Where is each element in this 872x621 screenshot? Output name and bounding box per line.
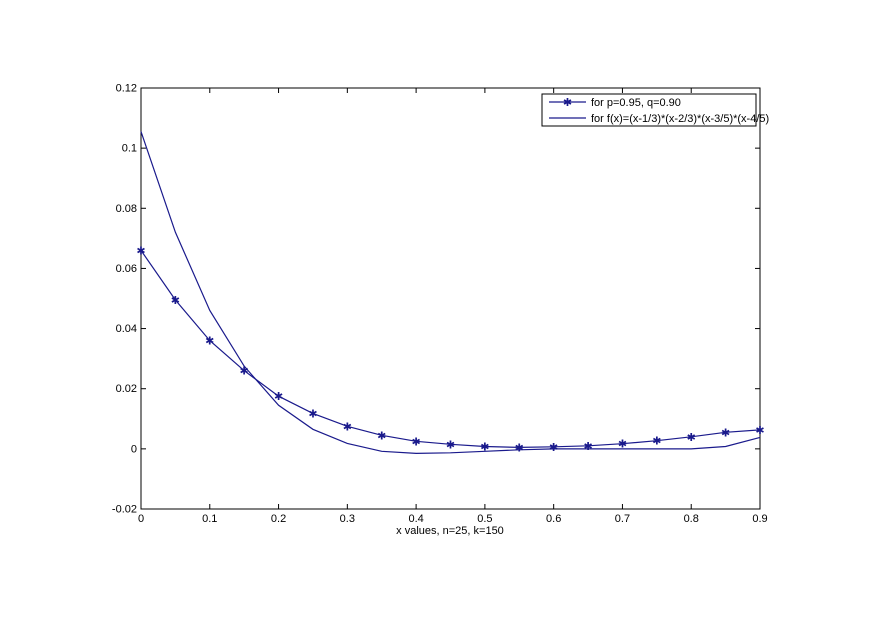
x-tick-label: 0.4	[408, 513, 423, 525]
data-point-marker: ✱	[308, 408, 317, 420]
y-tick-label: 0.08	[116, 203, 137, 215]
y-tick-label: 0.1	[122, 143, 137, 155]
legend-marker-1: ✱	[563, 97, 572, 109]
legend-entry-2: for f(x)=(x-1/3)*(x-2/3)*(x-3/5)*(x-4/5)	[549, 113, 769, 125]
data-point-marker: ✱	[687, 432, 696, 444]
tick-layer: 0 0.1 0.2 0.3 0.4 0.5 0.6 0.7 0.8 0.9-0.0200.020.…	[112, 83, 768, 526]
legend-label-1: for p=0.95, q=0.90	[591, 97, 681, 109]
data-point-marker: ✱	[755, 425, 764, 437]
x-tick-label: 0.3	[340, 513, 355, 525]
legend-label-2: for f(x)=(x-1/3)*(x-2/3)*(x-3/5)*(x-4/5)	[591, 113, 769, 125]
series-line-2	[140, 131, 761, 455]
x-tick-label: 0.2	[271, 513, 286, 525]
plot-area	[140, 87, 761, 510]
legend-box	[541, 93, 757, 127]
data-point-marker: ✱	[480, 441, 489, 453]
data-point-marker: ✱	[618, 439, 627, 451]
y-tick-label: 0	[131, 443, 137, 455]
x-tick-label: 0.9	[752, 513, 767, 525]
data-point-marker: ✱	[652, 436, 661, 448]
data-point-marker: ✱	[549, 442, 558, 454]
data-point-marker: ✱	[205, 336, 214, 348]
x-tick-label: 0.6	[546, 513, 561, 525]
y-tick-label: 0.06	[116, 263, 137, 275]
y-tick-label: -0.02	[112, 504, 137, 516]
x-tick-label: 0.7	[615, 513, 630, 525]
data-point-marker: ✱	[446, 439, 455, 451]
y-tick-label: 0.12	[116, 83, 137, 95]
x-tick-label: 0	[138, 513, 144, 525]
data-point-marker: ✱	[343, 421, 352, 433]
data-point-marker: ✱	[274, 391, 283, 403]
data-point-marker: ✱	[583, 441, 592, 453]
data-point-marker: ✱	[377, 430, 386, 442]
x-tick-label: 0.1	[202, 513, 217, 525]
y-tick-label: 0.02	[116, 383, 137, 395]
data-point-marker: ✱	[171, 295, 180, 307]
legend-entry-1: ✱ for p=0.95, q=0.90	[549, 97, 681, 109]
x-tick-label: 0.5	[477, 513, 492, 525]
series-line-1	[140, 250, 761, 449]
legend: ✱ for p=0.95, q=0.90 for f(x)=(x-1/3)*(x…	[541, 93, 769, 127]
data-point-marker: ✱	[240, 366, 249, 378]
data-point-marker: ✱	[136, 245, 145, 257]
x-axis-label: x values, n=25, k=150	[396, 525, 504, 537]
data-point-marker: ✱	[721, 427, 730, 439]
series-layer: ✱ ✱ ✱ ✱ ✱ ✱ ✱ ✱ ✱ ✱ ✱ ✱ ✱ ✱ ✱ ✱ ✱ ✱ ✱	[136, 131, 765, 455]
x-tick-label: 0.8	[684, 513, 699, 525]
data-point-marker: ✱	[515, 442, 524, 454]
data-point-marker: ✱	[412, 436, 421, 448]
y-tick-label: 0.04	[116, 323, 137, 335]
